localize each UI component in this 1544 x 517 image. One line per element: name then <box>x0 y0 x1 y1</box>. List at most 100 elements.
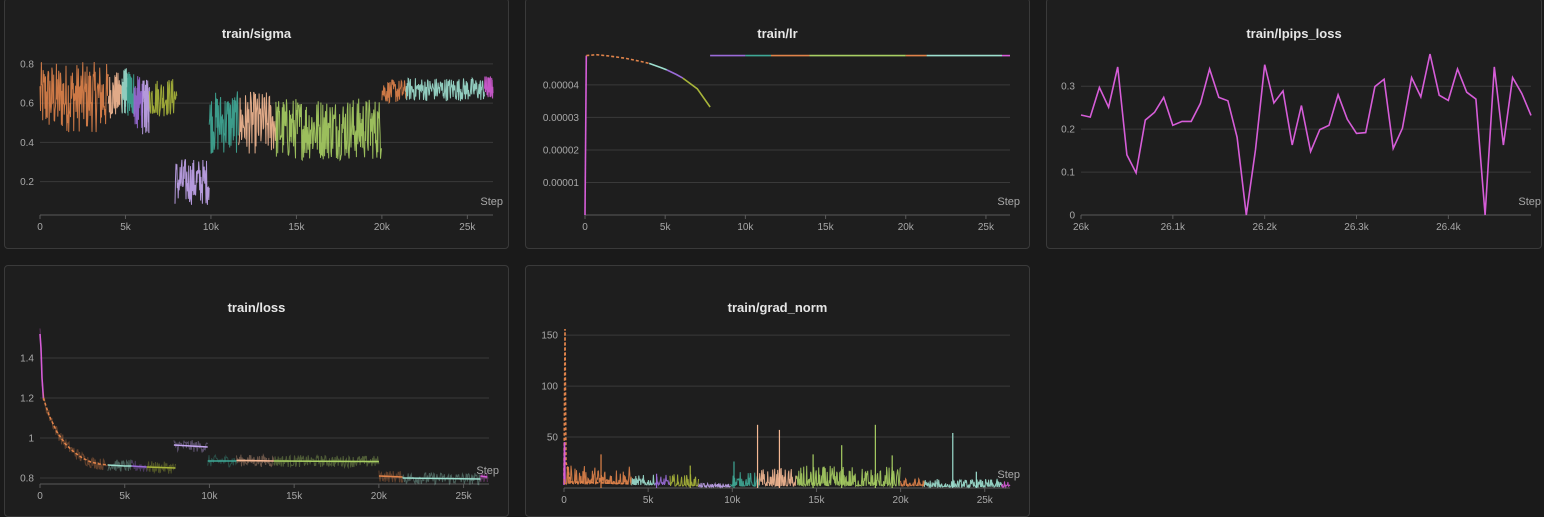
x-tick-label: 0 <box>582 222 588 233</box>
series-line <box>208 91 239 154</box>
series-line <box>648 62 668 71</box>
chart-title: train/lpips_loss <box>1246 26 1342 41</box>
x-tick-label: 15k <box>286 491 303 502</box>
chart-plot-grad-norm[interactable]: 50 100 150 0 5k 10k 15k 20k 25k Step <box>526 266 1030 517</box>
series-noise <box>795 465 902 488</box>
series-group <box>563 328 1011 489</box>
series-line <box>378 475 403 478</box>
chart-plot-lr[interactable]: 0.00001 0.00002 0.00003 0.00004 0 5k 10k 15k 20k… <box>526 0 1030 249</box>
x-tick-label: 10k <box>201 491 218 502</box>
x-tick-label: 0 <box>37 491 43 502</box>
chart-plot-sigma[interactable]: 0.2 0.4 0.6 0.8 0 5k 10k 15k 20k 25k Step <box>5 0 509 249</box>
series-line <box>381 79 407 105</box>
y-tick-label: 0.00003 <box>543 113 580 124</box>
chart-title: train/grad_norm <box>727 300 828 315</box>
series-line <box>107 72 123 119</box>
series-noise <box>900 476 925 488</box>
series-group <box>584 53 1010 216</box>
x-tick-label: 10k <box>737 222 754 233</box>
y-tick-label: 0.00004 <box>543 80 580 91</box>
x-tick-label: 26.4k <box>1436 222 1461 233</box>
x-tick-label: 25k <box>978 222 995 233</box>
x-tick-label: 15k <box>818 222 835 233</box>
chart-title: train/loss <box>227 300 286 315</box>
series-noise <box>173 440 209 453</box>
series-line <box>586 53 650 65</box>
x-tick-label: 20k <box>898 222 915 233</box>
series-line <box>107 464 132 467</box>
series-noise <box>758 468 797 488</box>
x-tick-label: 25k <box>459 222 476 233</box>
x-tick-label: 5k <box>643 495 655 506</box>
x-tick-label: 15k <box>808 495 825 506</box>
series-line <box>405 76 485 102</box>
grid-and-axes: 0 0.1 0.2 0.3 26k 26.1k 26.2k 26.3k 26.4k <box>1061 82 1531 233</box>
series-line <box>273 460 379 463</box>
series-noise <box>207 453 237 468</box>
y-tick-label: 50 <box>547 433 559 444</box>
series-noise <box>563 465 632 486</box>
series-noise <box>236 453 275 468</box>
chart-plot-loss[interactable]: 0.8 1 1.2 1.4 0 5k 10k 15k 20k 25k Step <box>5 266 509 517</box>
series-group <box>39 61 494 205</box>
x-tick-label: 15k <box>288 222 305 233</box>
chart-panel-lr[interactable]: train/lr 0.00001 0.00002 0.00003 0.00004 0 5k… <box>525 0 1030 249</box>
chart-plot-lpips-loss[interactable]: 0 0.1 0.2 0.3 26k 26.1k 26.2k 26.3k 26.4k Step <box>1047 0 1542 249</box>
y-tick-label: 0 <box>1069 211 1075 222</box>
y-tick-label: 0.2 <box>20 177 34 188</box>
x-axis-label: Step <box>476 465 499 477</box>
series-noise <box>698 481 731 489</box>
x-axis-label: Step <box>480 196 503 208</box>
series-line <box>236 459 274 462</box>
chart-panel-loss[interactable]: train/loss 0.8 1 1.2 1.4 0 5k 10k 15k 20k 25k Step <box>4 265 509 517</box>
x-tick-label: 26k <box>1073 222 1090 233</box>
series-line <box>131 465 147 468</box>
series-noise <box>42 392 109 471</box>
y-tick-label: 0.3 <box>1061 82 1075 93</box>
series-line <box>484 76 494 99</box>
series-line <box>173 444 208 448</box>
x-tick-label: 20k <box>374 222 391 233</box>
y-tick-label: 0.6 <box>20 99 34 110</box>
series-line <box>666 69 684 79</box>
y-tick-label: 0.00001 <box>543 178 580 189</box>
series-line <box>121 68 128 114</box>
series-noise <box>730 472 760 488</box>
series-line <box>39 61 109 133</box>
chart-panel-lpips-loss[interactable]: train/lpips_loss 0 0.1 0.2 0.3 26k 26.1k 26.2k… <box>1046 0 1542 249</box>
series-line <box>563 442 566 485</box>
x-axis-label: Step <box>997 196 1020 208</box>
x-tick-label: 10k <box>203 222 220 233</box>
y-tick-label: 100 <box>541 382 558 393</box>
series-line <box>146 466 176 469</box>
x-tick-label: 10k <box>724 495 741 506</box>
x-tick-label: 20k <box>893 495 910 506</box>
series-line <box>275 98 382 162</box>
series-line <box>237 91 277 154</box>
y-tick-label: 0.4 <box>20 138 34 149</box>
x-tick-label: 0 <box>561 495 567 506</box>
chart-panel-grad-norm[interactable]: train/grad_norm 50 100 150 0 5k 10k 15k 20k 25k S… <box>525 265 1030 517</box>
y-tick-label: 0.2 <box>1061 125 1075 136</box>
y-tick-label: 150 <box>541 331 558 342</box>
y-tick-label: 0.8 <box>20 59 34 70</box>
x-tick-label: 20k <box>371 491 388 502</box>
series-noise <box>923 478 1003 489</box>
series-line <box>563 328 632 485</box>
series-noise <box>1001 481 1011 489</box>
grid-and-axes: 0.00001 0.00002 0.00003 0.00004 0 5k 10k 15k 20k… <box>543 80 1010 233</box>
y-tick-label: 1.4 <box>20 354 34 365</box>
x-tick-label: 5k <box>120 222 132 233</box>
y-tick-label: 1.2 <box>20 394 34 405</box>
chart-panel-sigma[interactable]: train/sigma 0.2 0.4 0.6 0.8 0 5k 10k 15k 20k 25k S… <box>4 0 509 249</box>
series-group <box>1080 53 1532 216</box>
x-tick-label: 25k <box>456 491 473 502</box>
series-line <box>174 159 210 205</box>
chart-title: train/lr <box>757 26 798 41</box>
x-tick-label: 26.1k <box>1161 222 1186 233</box>
series-noise <box>480 472 488 483</box>
y-tick-label: 0.00002 <box>543 145 580 156</box>
x-tick-label: 26.3k <box>1344 222 1369 233</box>
grid-and-axes: 50 100 150 0 5k 10k 15k 20k 25k <box>541 331 1010 506</box>
series-line <box>133 76 144 129</box>
